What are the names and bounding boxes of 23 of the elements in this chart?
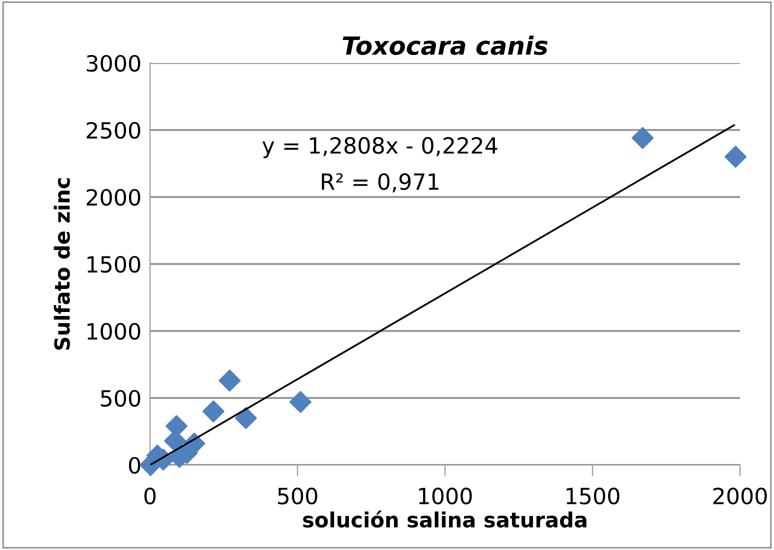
y-tick-label: 1000 <box>88 322 140 340</box>
y-tick-label: 1500 <box>88 256 140 273</box>
y-axis-title: Sulfato de zinc <box>54 178 70 350</box>
point <box>289 391 312 414</box>
annotation: R² = 0,971 <box>322 173 438 192</box>
x-tick-label: 0 <box>144 488 156 504</box>
y-tick-label: 2500 <box>86 122 140 139</box>
point <box>234 407 257 430</box>
x-tick-label: 500 <box>278 488 318 504</box>
point <box>724 146 747 168</box>
y-tick-label: 2000 <box>86 188 140 206</box>
x-tick-label: 1000 <box>419 488 472 504</box>
y-tick-label: 3000 <box>86 54 140 72</box>
annotation: y = 1,2808x - 0,2224 <box>262 137 498 158</box>
point <box>632 127 654 150</box>
y-tick-label: 500 <box>100 390 140 407</box>
point <box>202 400 224 422</box>
x-tick-label: 2000 <box>713 488 767 504</box>
x-axis-title: solución salina saturada <box>303 510 586 528</box>
chart-title: Toxocara canis <box>342 36 548 56</box>
point <box>218 370 241 392</box>
y-tick-label: 0 <box>128 456 140 474</box>
x-tick-label: 1500 <box>566 488 620 504</box>
